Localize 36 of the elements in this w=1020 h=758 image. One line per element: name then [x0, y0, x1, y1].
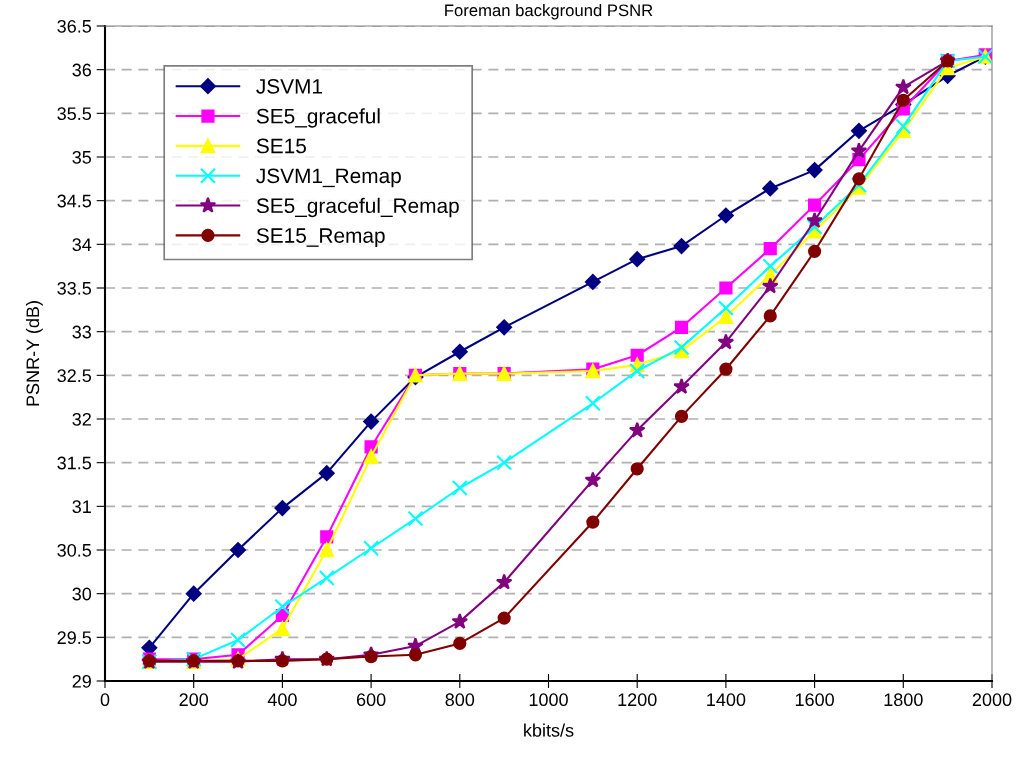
legend-label: SE15_Remap — [256, 228, 385, 247]
y-tick-label: 36 — [72, 63, 92, 77]
legend-label: JSVM1 — [256, 78, 322, 94]
y-tick-label: 34 — [72, 238, 92, 252]
x-tick-label: 800 — [445, 693, 475, 707]
y-tick-label: 29.5 — [57, 631, 92, 645]
legend-label: SE5_graceful_Remap — [256, 197, 459, 218]
y-tick-label: 35 — [72, 150, 92, 164]
y-tick-label: 31 — [72, 500, 91, 514]
y-tick-label: 33.5 — [57, 281, 92, 295]
legend-label: JSVM1_Remap — [256, 168, 401, 188]
y-axis-title: PSNR-Y (dB) — [25, 301, 43, 406]
y-tick-label: 36.5 — [57, 19, 92, 33]
x-tick-label: 2000 — [972, 693, 1012, 707]
y-tick-label: 29 — [72, 674, 91, 688]
x-tick-label: 0 — [100, 693, 110, 707]
chart-title: Foreman background PSNR — [445, 4, 653, 20]
y-tick-label: 34.5 — [57, 194, 92, 208]
y-tick-label: 35.5 — [57, 107, 92, 121]
y-tick-label: 31.5 — [57, 456, 92, 470]
x-tick-label: 200 — [179, 693, 209, 707]
y-tick-label: 33 — [72, 325, 92, 339]
legend-label: SE15 — [256, 138, 306, 154]
x-tick-label: 1200 — [618, 693, 657, 707]
x-tick-label: 1800 — [884, 693, 923, 707]
x-tick-label: 1600 — [795, 693, 834, 707]
legend-label: SE5_graceful — [256, 108, 380, 128]
x-tick-label: 1400 — [707, 693, 746, 707]
y-tick-label: 30.5 — [57, 543, 92, 557]
x-tick-label: 1000 — [529, 693, 568, 707]
x-tick-label: 600 — [356, 693, 386, 707]
y-tick-label: 32 — [72, 412, 91, 426]
x-tick-label: 400 — [267, 693, 297, 707]
y-tick-label: 30 — [72, 587, 92, 601]
x-axis-title: kbits/s — [524, 723, 574, 737]
y-tick-label: 32.5 — [57, 369, 92, 383]
